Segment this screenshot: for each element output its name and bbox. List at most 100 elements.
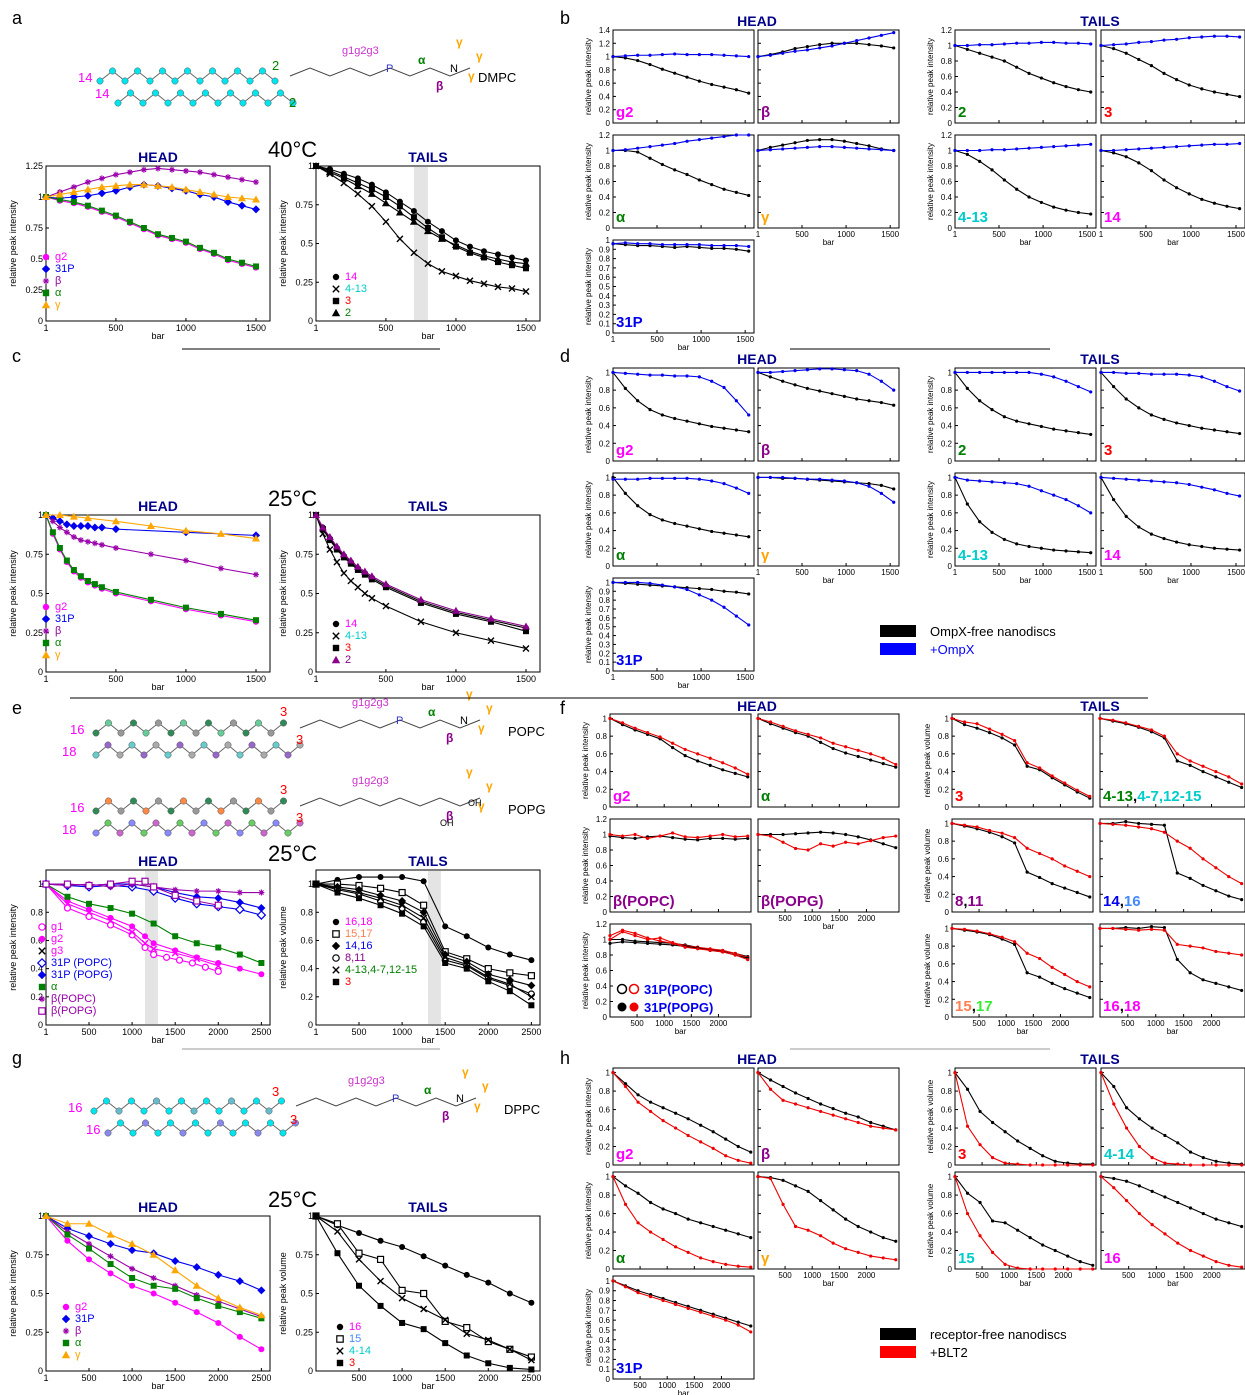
series-black	[611, 54, 751, 95]
series-line	[954, 149, 1091, 215]
marker-dot	[978, 1109, 982, 1114]
marker-dot	[1078, 1267, 1082, 1271]
y-axis-label: relative peak intensity	[8, 200, 18, 287]
series-α	[43, 1213, 265, 1322]
marker-square	[368, 576, 375, 583]
series-line	[1101, 371, 1240, 392]
marker-dot	[1053, 1163, 1057, 1167]
y-axis-label: relative peak intensity	[584, 481, 593, 558]
marker-dot	[697, 245, 701, 250]
dmpc-chain-1-atom	[171, 77, 179, 85]
marker-dot	[1163, 1133, 1167, 1138]
marker-dot	[711, 1224, 715, 1229]
marker-square	[84, 202, 91, 209]
marker-x	[382, 602, 390, 610]
marker-dot	[844, 1111, 848, 1115]
marker-dot	[673, 476, 677, 480]
x-tick-label: 500	[1121, 1019, 1135, 1028]
marker-dot	[722, 426, 726, 430]
marker-dot	[633, 931, 637, 935]
subplot-4-13: 4-13,4-7,12-15	[1098, 713, 1245, 808]
series-line	[609, 832, 748, 839]
marker-square	[64, 1231, 71, 1238]
marker-dot	[950, 821, 954, 826]
series-line	[315, 514, 527, 629]
x-tick-label: 500	[81, 1027, 96, 1037]
marker-circle-open	[63, 904, 72, 912]
x-tick-label: 1500	[881, 568, 899, 577]
y-tick-label: 0	[606, 1265, 611, 1274]
marker-dot	[965, 370, 969, 375]
y-tick-label: 0.2	[599, 106, 611, 115]
y-tick-label: 0.2	[596, 785, 608, 794]
y-tick-label: 1.2	[596, 920, 608, 929]
legend-entry: 31P (POPC)	[51, 957, 112, 969]
gamma-label: γ	[474, 1099, 481, 1113]
marker-dot	[711, 1314, 715, 1318]
marker-square	[224, 256, 231, 262]
marker-dot	[1174, 145, 1179, 149]
marker-circle	[62, 1303, 70, 1311]
x-tick-label: 1500	[736, 335, 754, 344]
popg-chain-1-atom	[105, 797, 112, 805]
panel-label: β	[761, 1146, 770, 1163]
marker-x	[398, 1294, 406, 1302]
y-tick-label: 0.4	[599, 632, 611, 641]
marker-circle	[236, 1333, 243, 1340]
marker-dot	[856, 835, 860, 839]
marker-circle	[354, 175, 361, 182]
popg-chain-2-atom	[188, 829, 196, 837]
marker-dot	[1227, 951, 1231, 955]
chart-title: TAILS	[408, 149, 447, 165]
gamma-label: γ	[486, 779, 493, 793]
y-tick-label: 0.8	[596, 951, 608, 960]
gamma-label: γ	[456, 35, 463, 49]
marker-dot	[1028, 1267, 1032, 1271]
popg-name: POPG	[508, 802, 546, 817]
panel-label: g2	[616, 104, 634, 121]
x-tick-label: 1500	[165, 1027, 185, 1037]
popg-chain-2-atom	[128, 819, 136, 827]
marker-circle	[463, 933, 470, 940]
series-red	[1098, 716, 1244, 786]
series-β(POPG)	[42, 877, 222, 909]
marker-dot	[1149, 822, 1154, 826]
y-tick-label: 0.2	[941, 1247, 953, 1256]
marker-dot	[733, 837, 737, 841]
marker-dot	[636, 146, 640, 150]
y-tick-label: 0	[606, 119, 611, 128]
marker-dot	[710, 136, 714, 140]
global-legends: OmpX-free nanodiscs +OmpX receptor-free …	[880, 624, 1067, 1360]
y-tick-label: 0.75	[25, 223, 43, 233]
marker-dot	[611, 477, 615, 481]
marker-dot	[1137, 825, 1141, 829]
gamma-label: γ	[468, 69, 475, 83]
x-tick-label: 1500	[516, 674, 536, 684]
marker-dot	[1111, 151, 1116, 155]
marker-dot	[1162, 734, 1166, 738]
grid-title-tails: TAILS	[1080, 13, 1119, 29]
marker-star	[236, 889, 243, 896]
nitrogen-label: N	[460, 715, 468, 727]
panel-letter-h: h	[560, 1048, 570, 1068]
axes-frame	[1099, 713, 1245, 808]
panel-label: 3	[958, 1146, 966, 1163]
marker-dot	[686, 1306, 690, 1310]
marker-square	[410, 214, 417, 221]
marker-triangle	[125, 180, 134, 188]
marker-dot	[721, 836, 725, 840]
marker-dot	[623, 54, 627, 58]
dppc-chain-1-atom	[90, 1107, 98, 1115]
dmpc-chain-2-atom	[127, 89, 134, 97]
marker-circle	[377, 874, 384, 881]
marker-dot	[1027, 484, 1031, 488]
marker-dot	[1175, 759, 1179, 763]
x-tick-label: 500	[351, 1373, 366, 1383]
marker-square	[140, 225, 147, 231]
marker-x	[452, 629, 460, 637]
series-blue	[953, 475, 1093, 515]
marker-circle	[356, 1230, 363, 1237]
y-tick-label: 1	[945, 819, 950, 828]
